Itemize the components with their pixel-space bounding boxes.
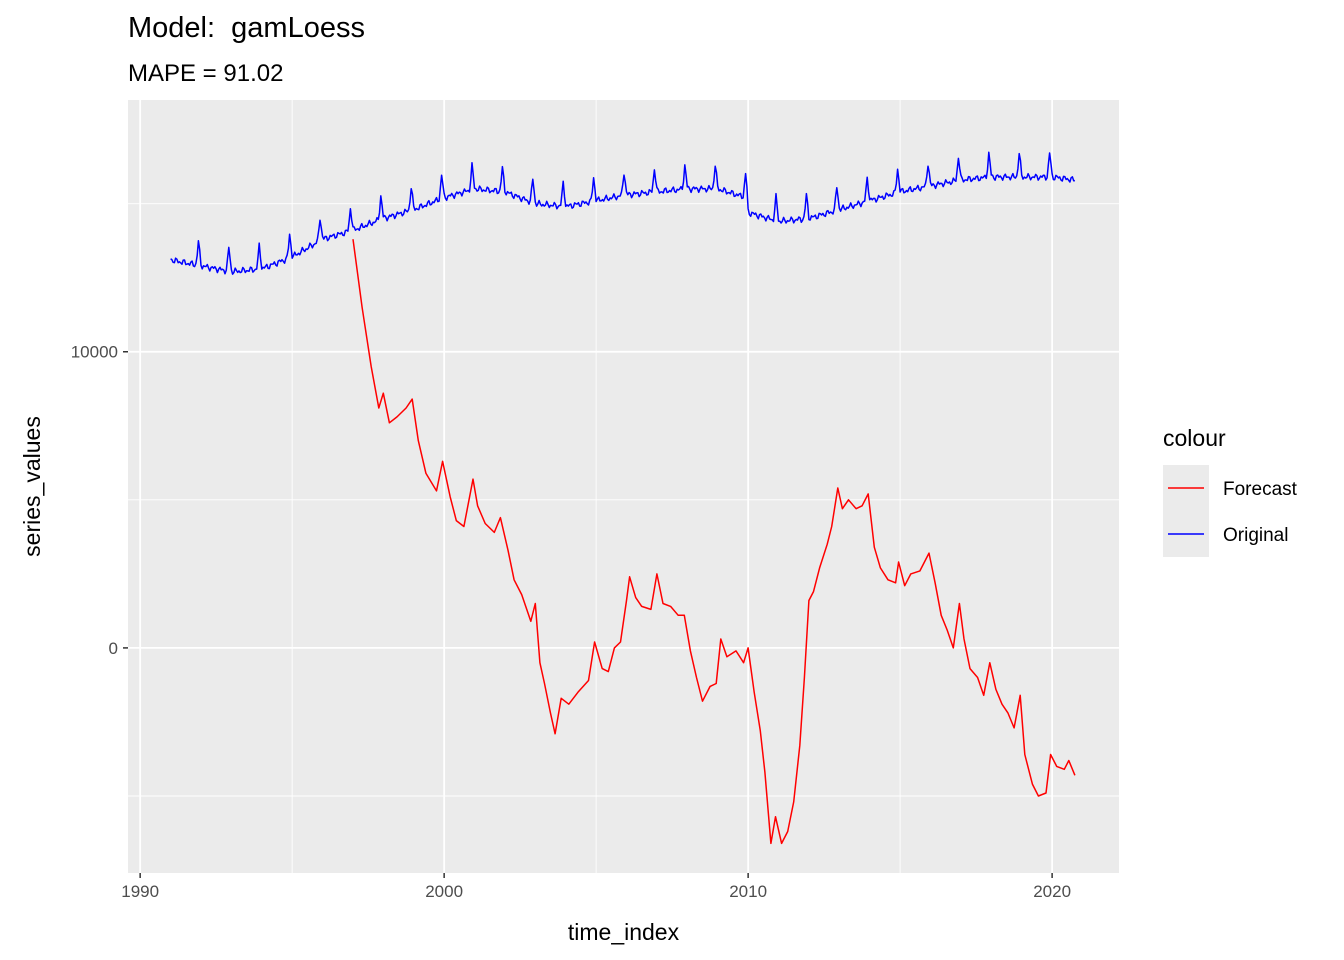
chart-title: Model: gamLoess (128, 12, 365, 44)
y-tick-label: 0 (109, 639, 118, 658)
series-forecast-line (352, 239, 1076, 845)
series-lines (170, 151, 1076, 845)
x-axis-title: time_index (568, 919, 680, 945)
chart-subtitle: MAPE = 91.02 (128, 60, 284, 87)
legend: colour Forecast Original (1163, 425, 1298, 557)
y-axis-title: series_values (19, 416, 45, 557)
legend-label-forecast: Forecast (1223, 479, 1298, 500)
minor-gridlines (128, 100, 1119, 873)
legend-title: colour (1163, 425, 1226, 451)
x-tick-label: 2010 (729, 882, 767, 901)
x-tick-label: 2000 (425, 882, 463, 901)
plot-panel (128, 100, 1119, 873)
major-gridlines (128, 100, 1119, 873)
y-tick-label: 10000 (71, 343, 118, 362)
series-original-line (170, 151, 1076, 275)
x-tick-label: 2020 (1033, 882, 1071, 901)
legend-label-original: Original (1223, 525, 1288, 546)
x-tick-label: 1990 (121, 882, 159, 901)
axes: 1990 2000 2010 2020 0 10000 (71, 343, 1071, 901)
